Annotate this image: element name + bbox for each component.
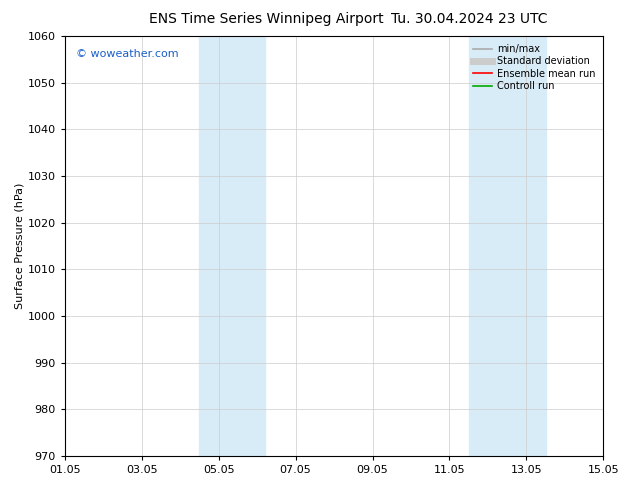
Text: ENS Time Series Winnipeg Airport: ENS Time Series Winnipeg Airport	[149, 12, 384, 26]
Text: © woweather.com: © woweather.com	[75, 49, 178, 59]
Legend: min/max, Standard deviation, Ensemble mean run, Controll run: min/max, Standard deviation, Ensemble me…	[470, 41, 598, 94]
Y-axis label: Surface Pressure (hPa): Surface Pressure (hPa)	[15, 183, 25, 309]
Bar	[200, 36, 265, 456]
Bar	[469, 36, 545, 456]
Text: Tu. 30.04.2024 23 UTC: Tu. 30.04.2024 23 UTC	[391, 12, 547, 26]
